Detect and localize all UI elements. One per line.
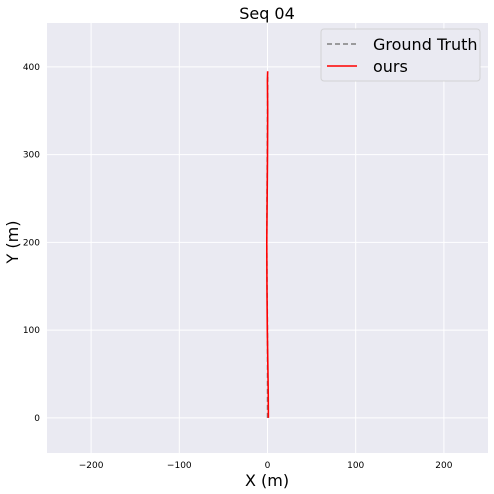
y-tick-label: 0	[34, 414, 40, 424]
y-tick-label: 200	[23, 238, 40, 248]
series-lines	[265, 71, 270, 418]
legend: Ground Truth ours	[320, 28, 481, 82]
legend-ground-truth-label: Ground Truth	[373, 35, 478, 54]
y-axis-label: Y (m)	[3, 221, 22, 265]
y-tick-label: 300	[23, 151, 40, 161]
x-axis-label: X (m)	[245, 471, 289, 490]
x-tick-labels: −200 −100 0 100 200	[79, 461, 453, 471]
legend-ours-label: ours	[373, 57, 408, 76]
y-tick-label: 100	[23, 326, 40, 336]
x-tick-label: −100	[167, 461, 192, 471]
chart-title: Seq 04	[239, 4, 295, 23]
x-tick-label: −200	[79, 461, 104, 471]
y-tick-label: 400	[23, 63, 40, 73]
y-tick-labels: 0 100 200 300 400	[23, 63, 40, 424]
series-line-ours	[265, 71, 270, 418]
x-tick-label: 100	[347, 461, 364, 471]
x-tick-label: 0	[265, 461, 271, 471]
x-tick-label: 200	[435, 461, 452, 471]
legend-box	[320, 28, 481, 82]
